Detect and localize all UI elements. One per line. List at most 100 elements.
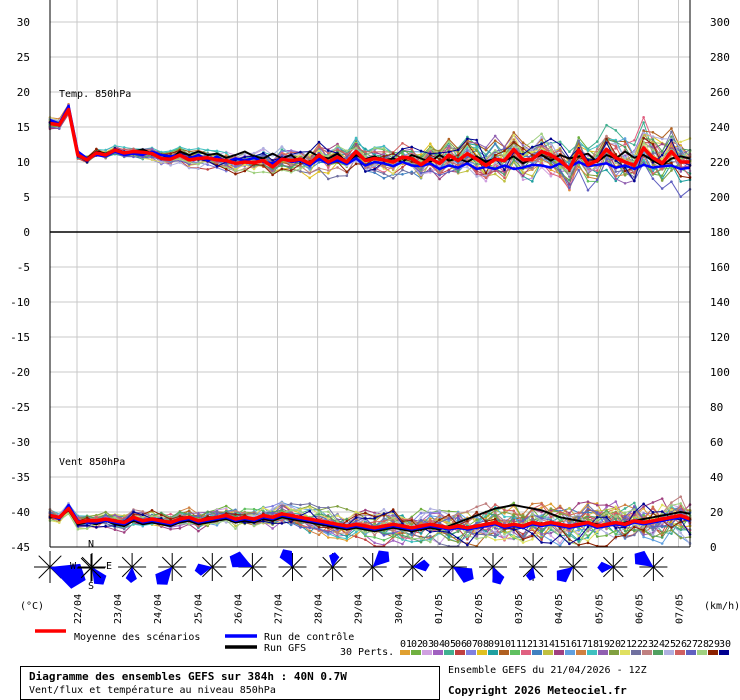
pert-swatch (444, 650, 454, 655)
member-point (577, 543, 580, 547)
rose-spoke (282, 566, 293, 578)
member-point (326, 166, 330, 169)
member-point (679, 175, 683, 178)
member-point (271, 504, 274, 508)
wind-rose (229, 551, 267, 581)
member-point (670, 127, 673, 130)
rose-wedge (372, 550, 390, 567)
member-point (623, 536, 627, 540)
member-point (354, 147, 358, 150)
member-point (391, 508, 395, 511)
member-point (317, 170, 321, 173)
member-point (466, 135, 469, 139)
member-point (289, 169, 293, 172)
member-point (391, 531, 395, 535)
member-point (475, 510, 478, 514)
member-point (289, 163, 293, 167)
member-point (660, 524, 664, 528)
temp-mean-line (49, 107, 690, 171)
temp-control-line (49, 104, 691, 171)
rose-spoke (562, 556, 574, 568)
pert-label: 08 (477, 639, 489, 650)
member-point (660, 510, 664, 513)
member-point (595, 174, 599, 178)
member-point (475, 149, 478, 152)
member-point (308, 526, 312, 530)
member-point (540, 541, 543, 544)
member-point (428, 147, 432, 151)
member-point (466, 169, 469, 173)
member-point (354, 142, 358, 146)
pert-label: 11 (510, 639, 522, 650)
member-point (614, 140, 618, 144)
member-point (670, 135, 673, 138)
member-point (113, 528, 117, 532)
member-point (178, 157, 182, 161)
member-point (336, 520, 339, 523)
member-point (521, 519, 525, 523)
member-point (364, 150, 367, 154)
member-point (466, 530, 469, 533)
member-point (215, 522, 219, 525)
member-point (169, 152, 172, 155)
member-point (317, 506, 321, 509)
rose-spoke (603, 556, 614, 568)
member-point (512, 534, 516, 538)
member-point (419, 149, 423, 153)
member-point (475, 529, 478, 533)
rose-spoke (362, 556, 374, 568)
right-tick-label: 40 (710, 471, 723, 484)
member-point (549, 534, 553, 537)
rose-spoke (322, 566, 333, 578)
rose-spoke (332, 556, 343, 568)
member-point (224, 504, 228, 508)
member-point (586, 173, 590, 177)
member-point (299, 170, 302, 173)
member-point (317, 525, 321, 529)
member-point (354, 516, 358, 519)
member-point (633, 138, 636, 142)
wind-rose (278, 549, 307, 581)
rose-wedge (229, 551, 253, 568)
member-point (586, 511, 590, 514)
member-point (150, 514, 154, 518)
member-point (262, 164, 265, 167)
member-point (206, 163, 209, 167)
member-point (224, 167, 228, 171)
member-point (150, 509, 154, 512)
footer-box: Diagramme des ensembles GEFS sur 384h : … (20, 666, 440, 700)
date-label: 27/04 (274, 594, 285, 624)
member-point (401, 514, 404, 517)
member-point (549, 528, 553, 531)
rose-spoke (442, 556, 454, 568)
member-point (104, 148, 107, 152)
rose-spoke (372, 566, 383, 578)
pert-swatch (521, 650, 531, 655)
member-point (289, 505, 293, 509)
member-point (354, 510, 358, 514)
pert-label: 27 (686, 639, 698, 650)
member-point (382, 514, 386, 517)
legend-mean-label: Moyenne des scénarios (74, 631, 200, 643)
member-point (484, 176, 488, 180)
member-point (503, 532, 506, 536)
rose-wedge (412, 559, 430, 572)
member-point (623, 173, 627, 177)
member-point (271, 511, 274, 515)
legend-control-label: Run de contrôle (264, 631, 354, 643)
member-point (595, 147, 599, 151)
member-point (280, 504, 284, 508)
member-point (271, 507, 274, 511)
member-point (122, 148, 126, 151)
member-point (521, 541, 525, 544)
member-point (85, 523, 89, 527)
member-point (141, 155, 145, 159)
member-point (614, 170, 618, 173)
member-point (568, 150, 571, 154)
legend-perts-label: 30 Perts. (340, 647, 394, 658)
member-point (577, 516, 580, 520)
member-point (568, 183, 571, 186)
member-point (493, 513, 497, 517)
member-point (336, 535, 339, 539)
wind-member-28 (49, 502, 691, 546)
